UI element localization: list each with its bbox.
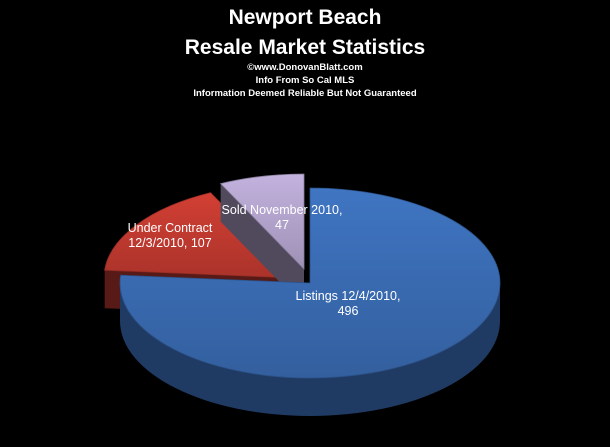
data-label-line: 12/3/2010, 107 (128, 236, 211, 250)
chart-title-line-1: Newport Beach (228, 6, 382, 29)
disclaimer-note: Information Deemed Reliable But Not Guar… (193, 88, 417, 99)
data-label-line: Listings 12/4/2010, (296, 289, 401, 303)
data-label-line: 496 (338, 304, 359, 318)
chart-title-line-2: Resale Market Statistics (184, 36, 426, 59)
pie-slice-0 (119, 187, 501, 416)
pie-slice-top-0 (119, 187, 501, 379)
copyright-note: ©www.DonovanBlatt.com (247, 62, 363, 73)
pie-slice-2 (219, 173, 305, 307)
pie-slice-wall-0 (120, 283, 500, 416)
pie-slice-side-2 (220, 183, 304, 307)
pie-slice-top-2 (219, 173, 305, 270)
data-label-line: Under Contract (128, 221, 213, 235)
pie-slice-top-1 (104, 192, 295, 279)
data-label-line: 47 (275, 218, 289, 232)
data-label-line: Sold November 2010, (222, 203, 343, 217)
data-label-0: Listings 12/4/2010, 496 (296, 289, 401, 318)
data-label-2: Sold November 2010, 47 (222, 203, 343, 232)
source-note: Info From So Cal MLS (255, 75, 355, 86)
data-label-1: Under Contract 12/3/2010, 107 (128, 221, 213, 250)
